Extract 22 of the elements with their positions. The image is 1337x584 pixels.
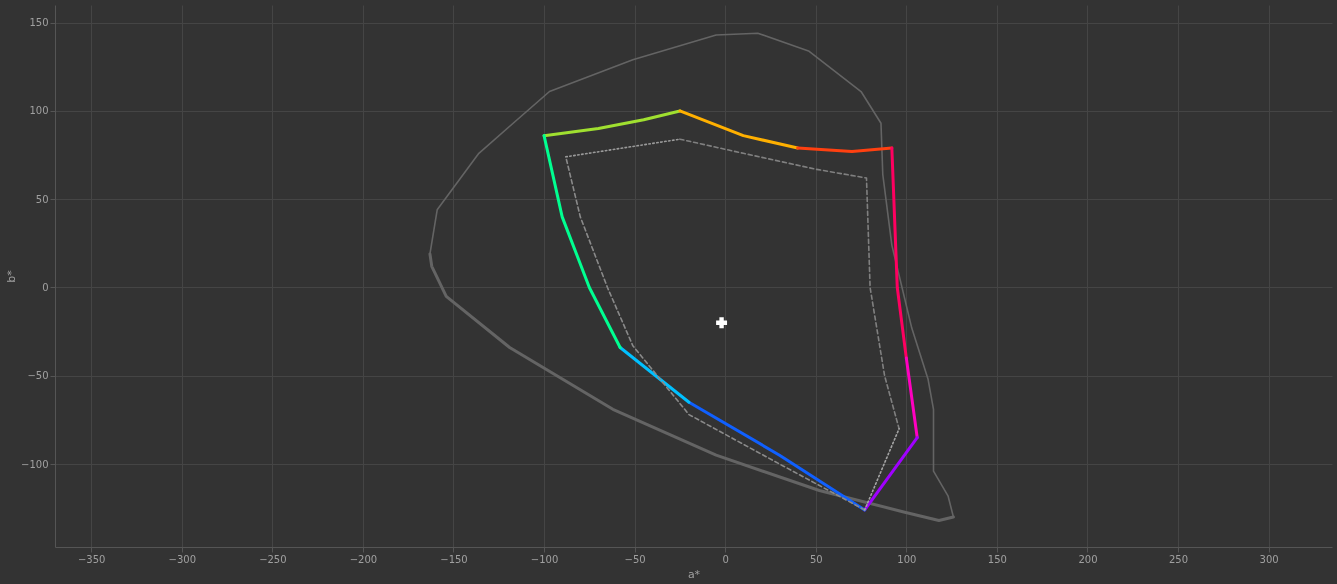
y-tick-label: −50 [27,370,49,382]
x-tick-label: 300 [1259,553,1279,565]
x-tick-label: −150 [440,553,468,565]
x-tick-label: 250 [1168,553,1189,565]
x-tick-label: −250 [259,553,287,565]
x-tick-label: 100 [897,553,917,565]
y-tick-label: −100 [21,458,49,470]
x-tick-label: 150 [987,553,1007,565]
y-tick-label: 100 [29,105,49,117]
x-tick-label: 50 [809,553,823,565]
y-tick-label: 150 [29,17,49,29]
x-tick-label: 0 [722,553,729,565]
y-tick-label: 0 [42,281,49,293]
x-tick-label: −300 [168,553,197,565]
x-tick-label: 200 [1078,553,1098,565]
x-tick-label: −200 [349,553,378,565]
y-axis-title: b* [5,269,19,283]
x-tick-label: −50 [624,553,646,565]
y-tick-label: 50 [35,193,49,205]
x-tick-label: −100 [530,553,559,565]
x-axis-title: a* [687,567,701,581]
x-tick-label: −350 [77,553,106,565]
